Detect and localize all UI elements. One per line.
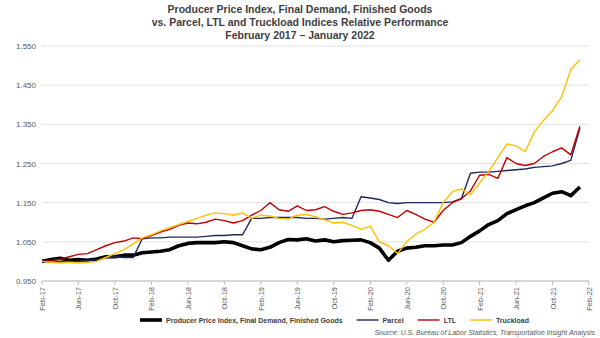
- legend-label: Producer Price Index, Final Demand, Fini…: [166, 317, 343, 325]
- y-tick-label: 1.050: [16, 238, 37, 247]
- grid-line: [42, 124, 589, 125]
- legend-label: Parcel: [383, 317, 404, 324]
- grid-line: [42, 202, 589, 203]
- series-line: [42, 126, 580, 261]
- title: Producer Price Index, Final Demand, Fini…: [168, 3, 433, 15]
- x-tick: [114, 281, 115, 285]
- legend-swatch: [418, 319, 440, 320]
- y-tick-label: 1.150: [16, 199, 37, 208]
- x-tick-label: Jun-17: [74, 287, 83, 310]
- grid-line: [42, 281, 589, 282]
- title: vs. Parcel, LTL and Truckload Indices Re…: [152, 16, 449, 28]
- y-tick-label: 1.350: [16, 120, 37, 129]
- x-tick: [260, 281, 261, 285]
- x-tick-label: Oct-18: [220, 287, 229, 310]
- x-tick: [370, 281, 371, 285]
- x-tick: [552, 281, 553, 285]
- x-tick-label: Feb-19: [257, 287, 266, 311]
- legend: Producer Price Index, Final Demand, Fini…: [140, 317, 529, 325]
- x-tick-label: Jun-18: [184, 287, 193, 310]
- x-tick-label: Oct-21: [549, 287, 558, 310]
- legend-swatch: [357, 319, 379, 320]
- source: Source: U.S. Bureau of Labor Statistics,…: [374, 329, 595, 337]
- x-tick-label: Jun-20: [403, 287, 412, 310]
- x-tick-label: Feb-18: [147, 287, 156, 311]
- x-tick: [516, 281, 517, 285]
- subtitle: February 2017 – January 2022: [225, 29, 375, 41]
- x-tick-label: Oct-20: [439, 287, 448, 310]
- x-tick: [479, 281, 480, 285]
- x-tick: [78, 281, 79, 285]
- grid-line: [42, 85, 589, 86]
- x-axis: [42, 281, 589, 282]
- x-tick-label: Feb-21: [476, 287, 485, 311]
- x-tick: [224, 281, 225, 285]
- x-tick: [406, 281, 407, 285]
- x-tick: [333, 281, 334, 285]
- x-tick: [42, 281, 43, 285]
- x-tick: [589, 281, 590, 285]
- x-tick: [297, 281, 298, 285]
- series-line: [42, 128, 580, 262]
- x-tick-label: Feb-17: [38, 287, 47, 311]
- legend-label: LTL: [444, 317, 457, 324]
- x-tick-label: Feb-20: [366, 287, 375, 311]
- legend-swatch: [140, 318, 162, 322]
- y-tick-label: 1.450: [16, 81, 37, 90]
- legend-label: Truckload: [496, 317, 529, 324]
- chart: Producer Price Index, Final Demand, Fini…: [0, 0, 600, 338]
- x-tick-label: Jun-19: [293, 287, 302, 310]
- y-tick-label: 1.550: [16, 42, 37, 51]
- grid-line: [42, 46, 589, 47]
- x-tick-label: Feb-22: [585, 287, 594, 311]
- series-line: [42, 60, 580, 263]
- x-tick-label: Jun-21: [512, 287, 521, 310]
- x-tick-label: Oct-17: [111, 287, 120, 310]
- x-tick: [187, 281, 188, 285]
- x-tick: [151, 281, 152, 285]
- legend-swatch: [470, 319, 492, 320]
- x-tick: [443, 281, 444, 285]
- grid-line: [42, 163, 589, 164]
- y-tick-label: 1.250: [16, 160, 37, 169]
- plot-area: [42, 60, 580, 263]
- x-tick-label: Oct-19: [330, 287, 339, 310]
- y-tick-label: 0.950: [16, 277, 37, 286]
